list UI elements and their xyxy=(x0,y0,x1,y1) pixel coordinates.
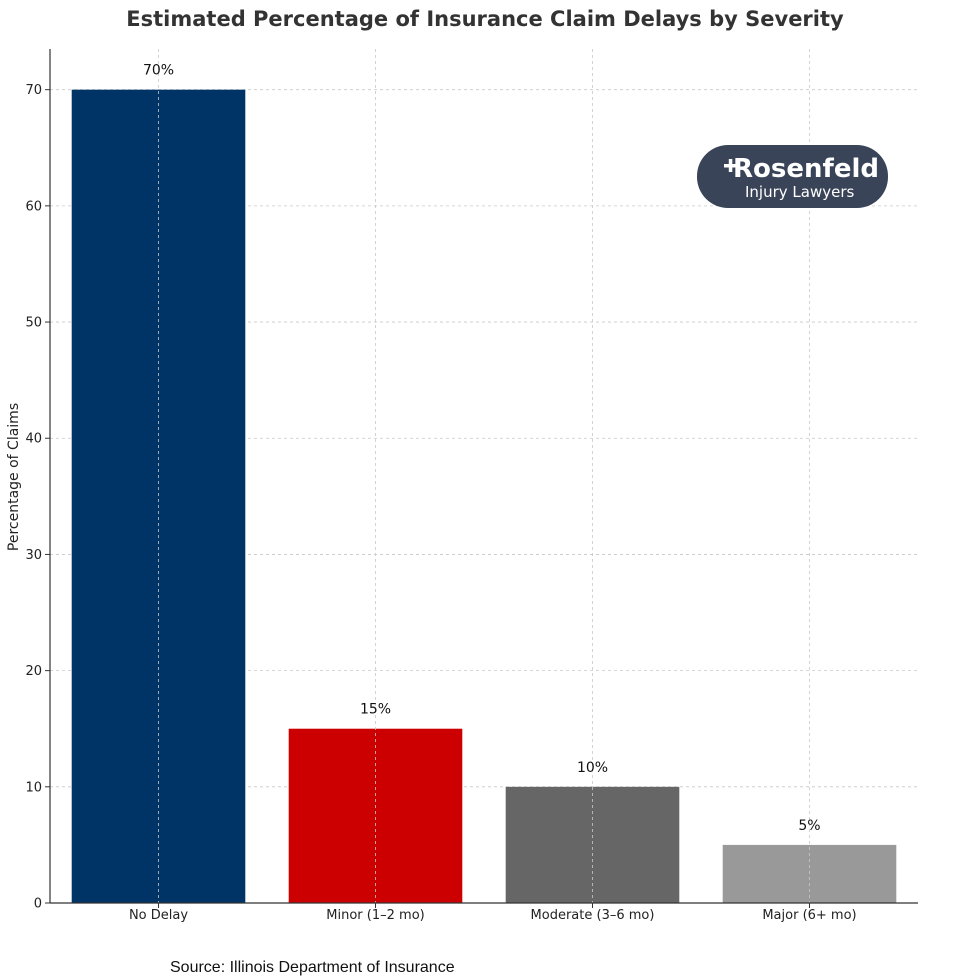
y-tick-label: 30 xyxy=(25,548,42,563)
x-tick-label: Minor (1–2 mo) xyxy=(326,908,424,923)
y-tick-label: 40 xyxy=(25,432,42,447)
chart-title: Estimated Percentage of Insurance Claim … xyxy=(126,7,844,31)
y-ticks: 0 10 20 30 40 50 60 70 xyxy=(25,83,50,912)
x-ticks: No Delay Minor (1–2 mo) Moderate (3–6 mo) M… xyxy=(129,903,857,923)
logo: Rosenfeld Injury Lawyers xyxy=(697,145,888,208)
y-tick-label: 20 xyxy=(25,664,42,679)
x-tick-label: Major (6+ mo) xyxy=(762,908,856,923)
logo-cross-icon xyxy=(724,159,737,172)
y-axis-label: Percentage of Claims xyxy=(6,403,22,551)
bar xyxy=(288,728,463,903)
data-label: 15% xyxy=(360,702,391,718)
y-tick-label: 50 xyxy=(25,316,42,331)
data-label: 70% xyxy=(143,63,174,79)
axes xyxy=(49,49,918,904)
vertical-grid xyxy=(158,49,810,903)
logo-name: Rosenfeld xyxy=(733,154,879,184)
y-tick-label: 0 xyxy=(34,897,42,912)
bars xyxy=(71,89,897,903)
x-tick-label: No Delay xyxy=(129,908,188,923)
source-note: Source: Illinois Department of Insurance xyxy=(170,959,455,976)
y-tick-label: 60 xyxy=(25,199,42,214)
x-tick-label: Moderate (3–6 mo) xyxy=(531,908,655,923)
logo-tagline: Injury Lawyers xyxy=(745,183,855,201)
data-labels: 70% 15% 10% 5% xyxy=(143,63,821,834)
logo-badge xyxy=(697,145,888,208)
data-label: 5% xyxy=(798,818,820,834)
y-tick-label: 70 xyxy=(25,83,42,98)
y-tick-label: 10 xyxy=(25,780,42,795)
data-label: 10% xyxy=(577,760,608,776)
